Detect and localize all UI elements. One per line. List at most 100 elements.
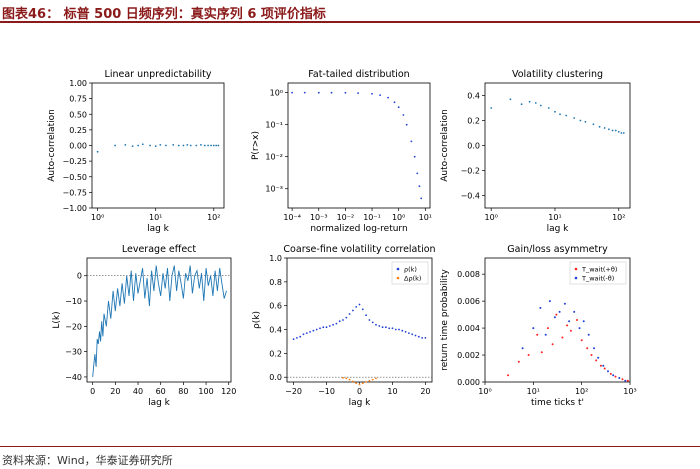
data-point — [391, 327, 394, 330]
data-point — [149, 144, 152, 147]
data-point — [344, 91, 347, 94]
x-axis-label: lag k — [547, 224, 570, 234]
data-point — [342, 319, 344, 321]
x-tick-label: 10⁻¹ — [363, 213, 381, 222]
data-point — [551, 343, 554, 346]
data-point — [385, 326, 387, 329]
data-point — [532, 327, 535, 330]
data-point — [141, 143, 144, 146]
data-point — [573, 117, 576, 119]
data-point — [507, 374, 510, 377]
x-tick-label: 60 — [156, 387, 166, 396]
x-axis-label: lag k — [147, 224, 170, 234]
data-point — [292, 338, 295, 340]
y-tick-label: 0.006 — [457, 297, 480, 306]
data-point — [418, 185, 421, 188]
data-point — [355, 306, 358, 308]
y-tick-label: 0.2 — [467, 117, 480, 126]
data-point — [626, 379, 629, 382]
data-point — [607, 370, 609, 373]
data-point — [355, 382, 358, 385]
data-point — [401, 329, 404, 332]
y-axis-label: Auto-correlation — [47, 109, 57, 182]
chart-legend: T_wait(+θ)T_wait(-θ) — [569, 261, 627, 285]
data-point — [614, 375, 617, 378]
data-point — [159, 144, 162, 146]
data-point — [622, 132, 625, 134]
x-tick-label: 10¹ — [548, 213, 561, 222]
chart-panel-3: Volatility clustering lag k Auto-correlati… — [440, 69, 631, 234]
y-tick-label: 0.004 — [457, 324, 480, 333]
data-point — [424, 337, 427, 339]
legend-marker — [574, 276, 578, 280]
y-tick-label: −30 — [65, 348, 82, 357]
data-point — [352, 309, 354, 312]
data-point — [96, 150, 99, 153]
data-point — [296, 337, 298, 339]
data-point — [584, 120, 587, 123]
data-point — [521, 347, 524, 350]
data-point — [212, 144, 215, 147]
y-tick-label: −0.25 — [62, 157, 87, 166]
data-point — [509, 98, 512, 101]
data-point — [345, 377, 348, 380]
data-point — [315, 328, 318, 331]
data-point — [381, 326, 384, 329]
data-point — [345, 316, 348, 319]
data-point — [547, 107, 550, 109]
data-point — [322, 326, 325, 329]
y-tick-label: 10⁻² — [265, 153, 283, 162]
data-point — [580, 339, 583, 342]
legend-marker — [396, 267, 400, 271]
data-point — [375, 377, 377, 380]
data-point — [291, 91, 293, 94]
legend-marker — [396, 276, 400, 280]
y-tick-label: 0 — [77, 272, 82, 281]
y-tick-label: 0.4 — [467, 92, 480, 101]
report-header: 图表46： 标普 500 日频序列：真实序列 6 项评价指标 — [0, 0, 700, 23]
data-point — [357, 92, 359, 94]
data-point — [365, 381, 367, 383]
data-point — [361, 382, 364, 385]
chart-panel-4: Leverage effect lag k L(k) 0 20 40 60 80 100 120 0… — [52, 244, 236, 408]
x-tick-label: 10³ — [623, 387, 636, 396]
chart-legend: ρ(k)Δρ(k) — [391, 261, 429, 285]
y-tick-label: 0.50 — [69, 110, 87, 119]
legend-entry: ρ(k) — [404, 266, 417, 274]
data-point — [603, 367, 606, 370]
x-tick-label: 20 — [420, 387, 430, 396]
y-tick-label: 0.75 — [69, 95, 87, 104]
y-axis-label: L(k) — [52, 311, 62, 328]
data-point — [553, 316, 556, 319]
data-point — [578, 327, 581, 330]
x-axis-label: time ticks t' — [531, 398, 584, 408]
x-tick-label: 10⁰ — [478, 387, 491, 396]
data-point — [554, 110, 556, 113]
data-point — [303, 91, 306, 94]
y-tick-label: −0.50 — [62, 173, 87, 182]
y-tick-label: 0.000 — [457, 378, 480, 387]
data-point — [358, 303, 361, 306]
data-point — [371, 92, 373, 95]
data-point — [416, 172, 419, 175]
data-point — [599, 364, 602, 367]
chart-title: Coarse-fine volatility correlation — [283, 244, 435, 255]
data-point — [417, 335, 420, 338]
data-point — [548, 300, 551, 303]
x-tick-label: 10² — [207, 213, 220, 222]
chart-title: Leverage effect — [122, 244, 197, 255]
y-tick-label: −20 — [65, 322, 82, 331]
legend-box — [569, 261, 627, 285]
y-tick-label: 0.4 — [269, 326, 282, 335]
data-point — [561, 336, 564, 339]
data-point — [413, 155, 416, 158]
x-tick-label: −10 — [318, 387, 335, 396]
data-point — [368, 379, 371, 382]
data-point — [587, 333, 590, 336]
x-axis-label: lag k — [349, 398, 372, 408]
y-tick-label: 10⁻³ — [265, 185, 283, 194]
data-point — [368, 319, 371, 321]
data-point — [398, 328, 400, 331]
x-tick-label: 0 — [357, 387, 362, 396]
data-point — [414, 334, 417, 337]
